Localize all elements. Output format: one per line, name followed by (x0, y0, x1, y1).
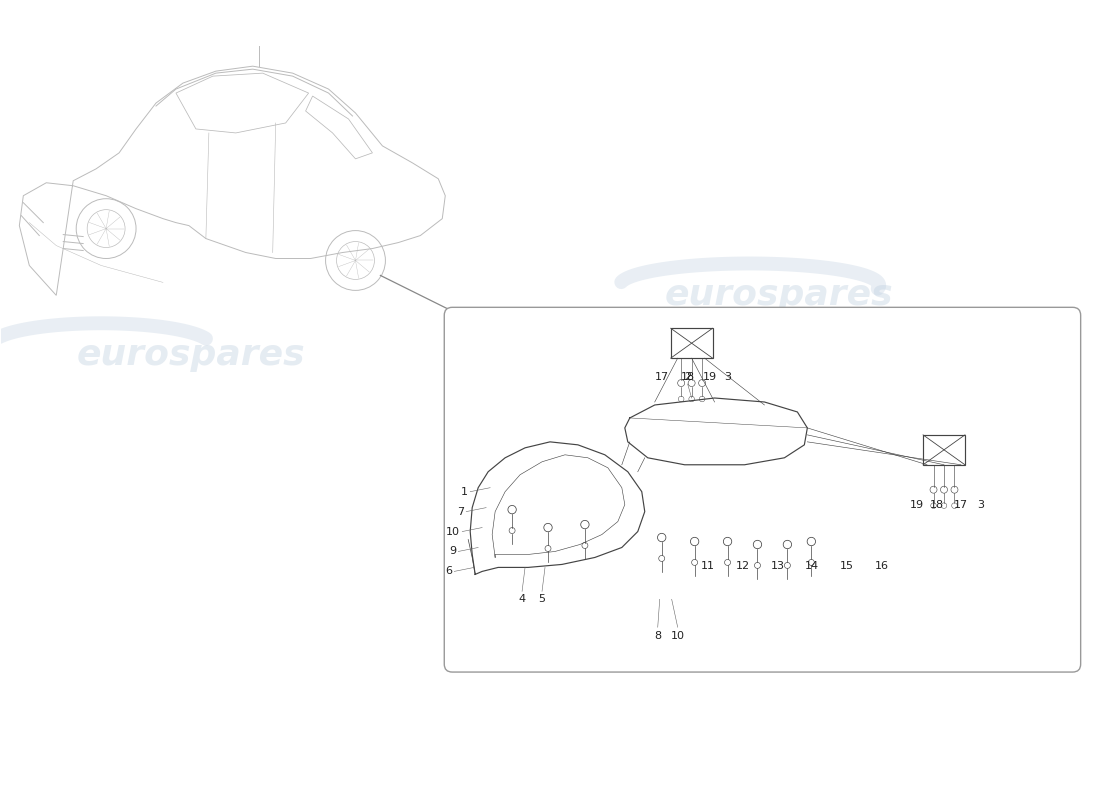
Text: 1: 1 (461, 486, 469, 497)
Text: 18: 18 (930, 500, 944, 510)
Text: 4: 4 (518, 594, 526, 604)
Text: 12: 12 (736, 562, 749, 571)
Text: 19: 19 (703, 372, 717, 382)
FancyBboxPatch shape (444, 307, 1080, 672)
Text: 5: 5 (539, 594, 546, 604)
Text: 16: 16 (876, 562, 889, 571)
Text: 8: 8 (654, 631, 661, 641)
Text: 7: 7 (458, 506, 464, 517)
Text: 2: 2 (684, 372, 691, 382)
Text: 6: 6 (446, 566, 452, 577)
Text: 17: 17 (954, 500, 968, 510)
Text: eurospares: eurospares (666, 278, 893, 312)
Text: 13: 13 (770, 562, 784, 571)
Text: 11: 11 (701, 562, 715, 571)
Text: 14: 14 (805, 562, 820, 571)
Text: 15: 15 (840, 562, 855, 571)
Text: 3: 3 (724, 372, 732, 382)
Text: 17: 17 (654, 372, 669, 382)
Text: 3: 3 (978, 500, 984, 510)
Text: eurospares: eurospares (542, 530, 717, 558)
Text: 10: 10 (447, 526, 460, 537)
Text: 19: 19 (910, 500, 924, 510)
Text: eurospares: eurospares (77, 338, 305, 372)
Text: 9: 9 (449, 546, 456, 557)
Text: 18: 18 (681, 372, 695, 382)
Text: 10: 10 (671, 631, 684, 641)
